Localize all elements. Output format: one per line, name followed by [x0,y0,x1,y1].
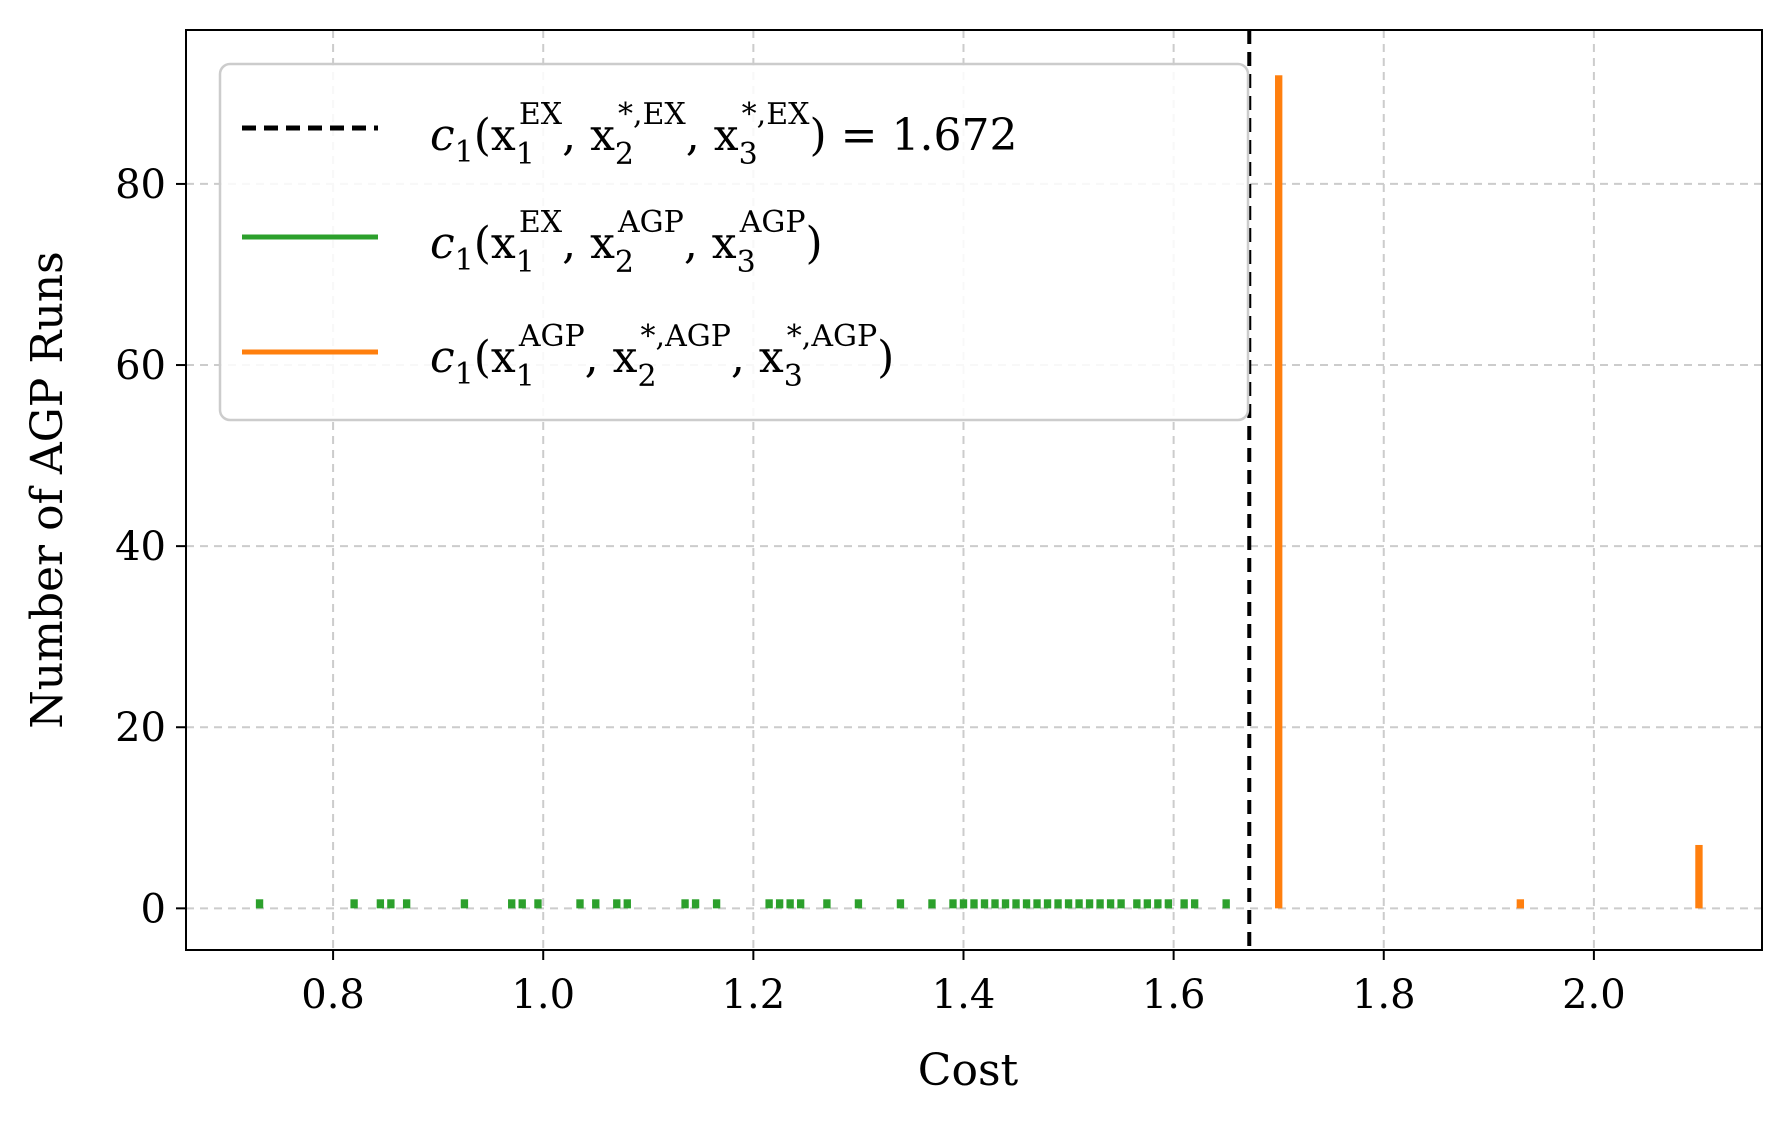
bar-green [1085,899,1094,909]
bar-green [896,899,905,909]
bar-green [1054,899,1062,909]
ticks: 0.8 1.0 1.2 1.4 1.6 1.8 2.0 0 20 40 60 80 [115,162,1626,1018]
bar-green [765,899,773,909]
bar-orange [1275,75,1283,909]
x-tick-label: 2.0 [1562,972,1626,1018]
bar-green [1043,899,1052,909]
bar-green [691,899,700,909]
bar-green [576,899,584,909]
bar-green [387,899,395,909]
bar-green [518,899,526,909]
legend-label-green: c1(x1EX, x2AGP, x3AGP) [430,205,823,280]
x-tick-label: 1.8 [1352,972,1416,1018]
bar-green [1033,899,1041,909]
bar-green [796,899,805,909]
bar-green [970,899,978,909]
bar-green [1012,899,1020,909]
y-tick-label: 80 [115,162,166,208]
x-axis-label: Cost [918,1045,1019,1096]
bar-green [1222,899,1230,909]
bar-green [592,899,600,909]
bar-green [1001,899,1010,909]
x-tick-label: 1.0 [511,972,575,1018]
bar-green [460,899,469,909]
bar-green [854,899,863,909]
legend: c1(x1EX, x2*,EX, x3*,EX) = 1.672 c1(x1EX… [218,62,1250,422]
bar-green [1075,899,1083,909]
bar-green [613,899,621,909]
y-tick-label: 20 [115,705,166,751]
bar-green [991,899,999,909]
y-tick-label: 60 [115,343,166,389]
x-tick-label: 1.6 [1142,972,1206,1018]
legend-label-orange: c1(x1AGP, x2*,AGP, x3*,AGP) [430,319,894,394]
bar-green [1096,899,1104,909]
y-axis-label: Number of AGP Runs [22,251,73,728]
bar-green [376,899,385,909]
bar-green [623,899,631,909]
bar-green [1143,899,1152,909]
y-tick-label: 40 [115,524,166,570]
x-tick-label: 1.4 [932,972,996,1018]
bar-green [949,899,957,909]
legend-box [218,62,1250,422]
bar-green [1106,899,1115,909]
bar-green [775,899,784,909]
x-tick-label: 0.8 [301,972,365,1018]
bar-green [1117,899,1125,909]
bar-green [1022,899,1031,909]
bar-green [255,899,264,909]
bar-green [1154,899,1162,909]
axes-frame [185,29,1763,951]
x-tick-label: 1.2 [722,972,786,1018]
bars [255,75,1703,909]
legend-label-reference: c1(x1EX, x2*,EX, x3*,EX) = 1.672 [430,97,1017,172]
bar-green [980,899,989,909]
bar-green [1133,899,1141,909]
bar-green [1164,899,1173,909]
bar-green [1064,899,1073,909]
bar-green [534,899,542,909]
bar-orange [1695,844,1703,909]
bar-green [350,899,358,909]
bar-green [823,899,831,909]
bar-green [508,899,516,909]
bar-green [959,899,968,909]
bar-orange [1516,899,1525,909]
bar-green [681,899,689,909]
bar-green [402,899,411,909]
bar-green [712,899,721,909]
bar-green [1190,899,1199,909]
bar-green [786,899,794,909]
bar-green [1180,899,1188,909]
y-tick-label: 0 [141,886,166,932]
bar-green [928,899,936,909]
